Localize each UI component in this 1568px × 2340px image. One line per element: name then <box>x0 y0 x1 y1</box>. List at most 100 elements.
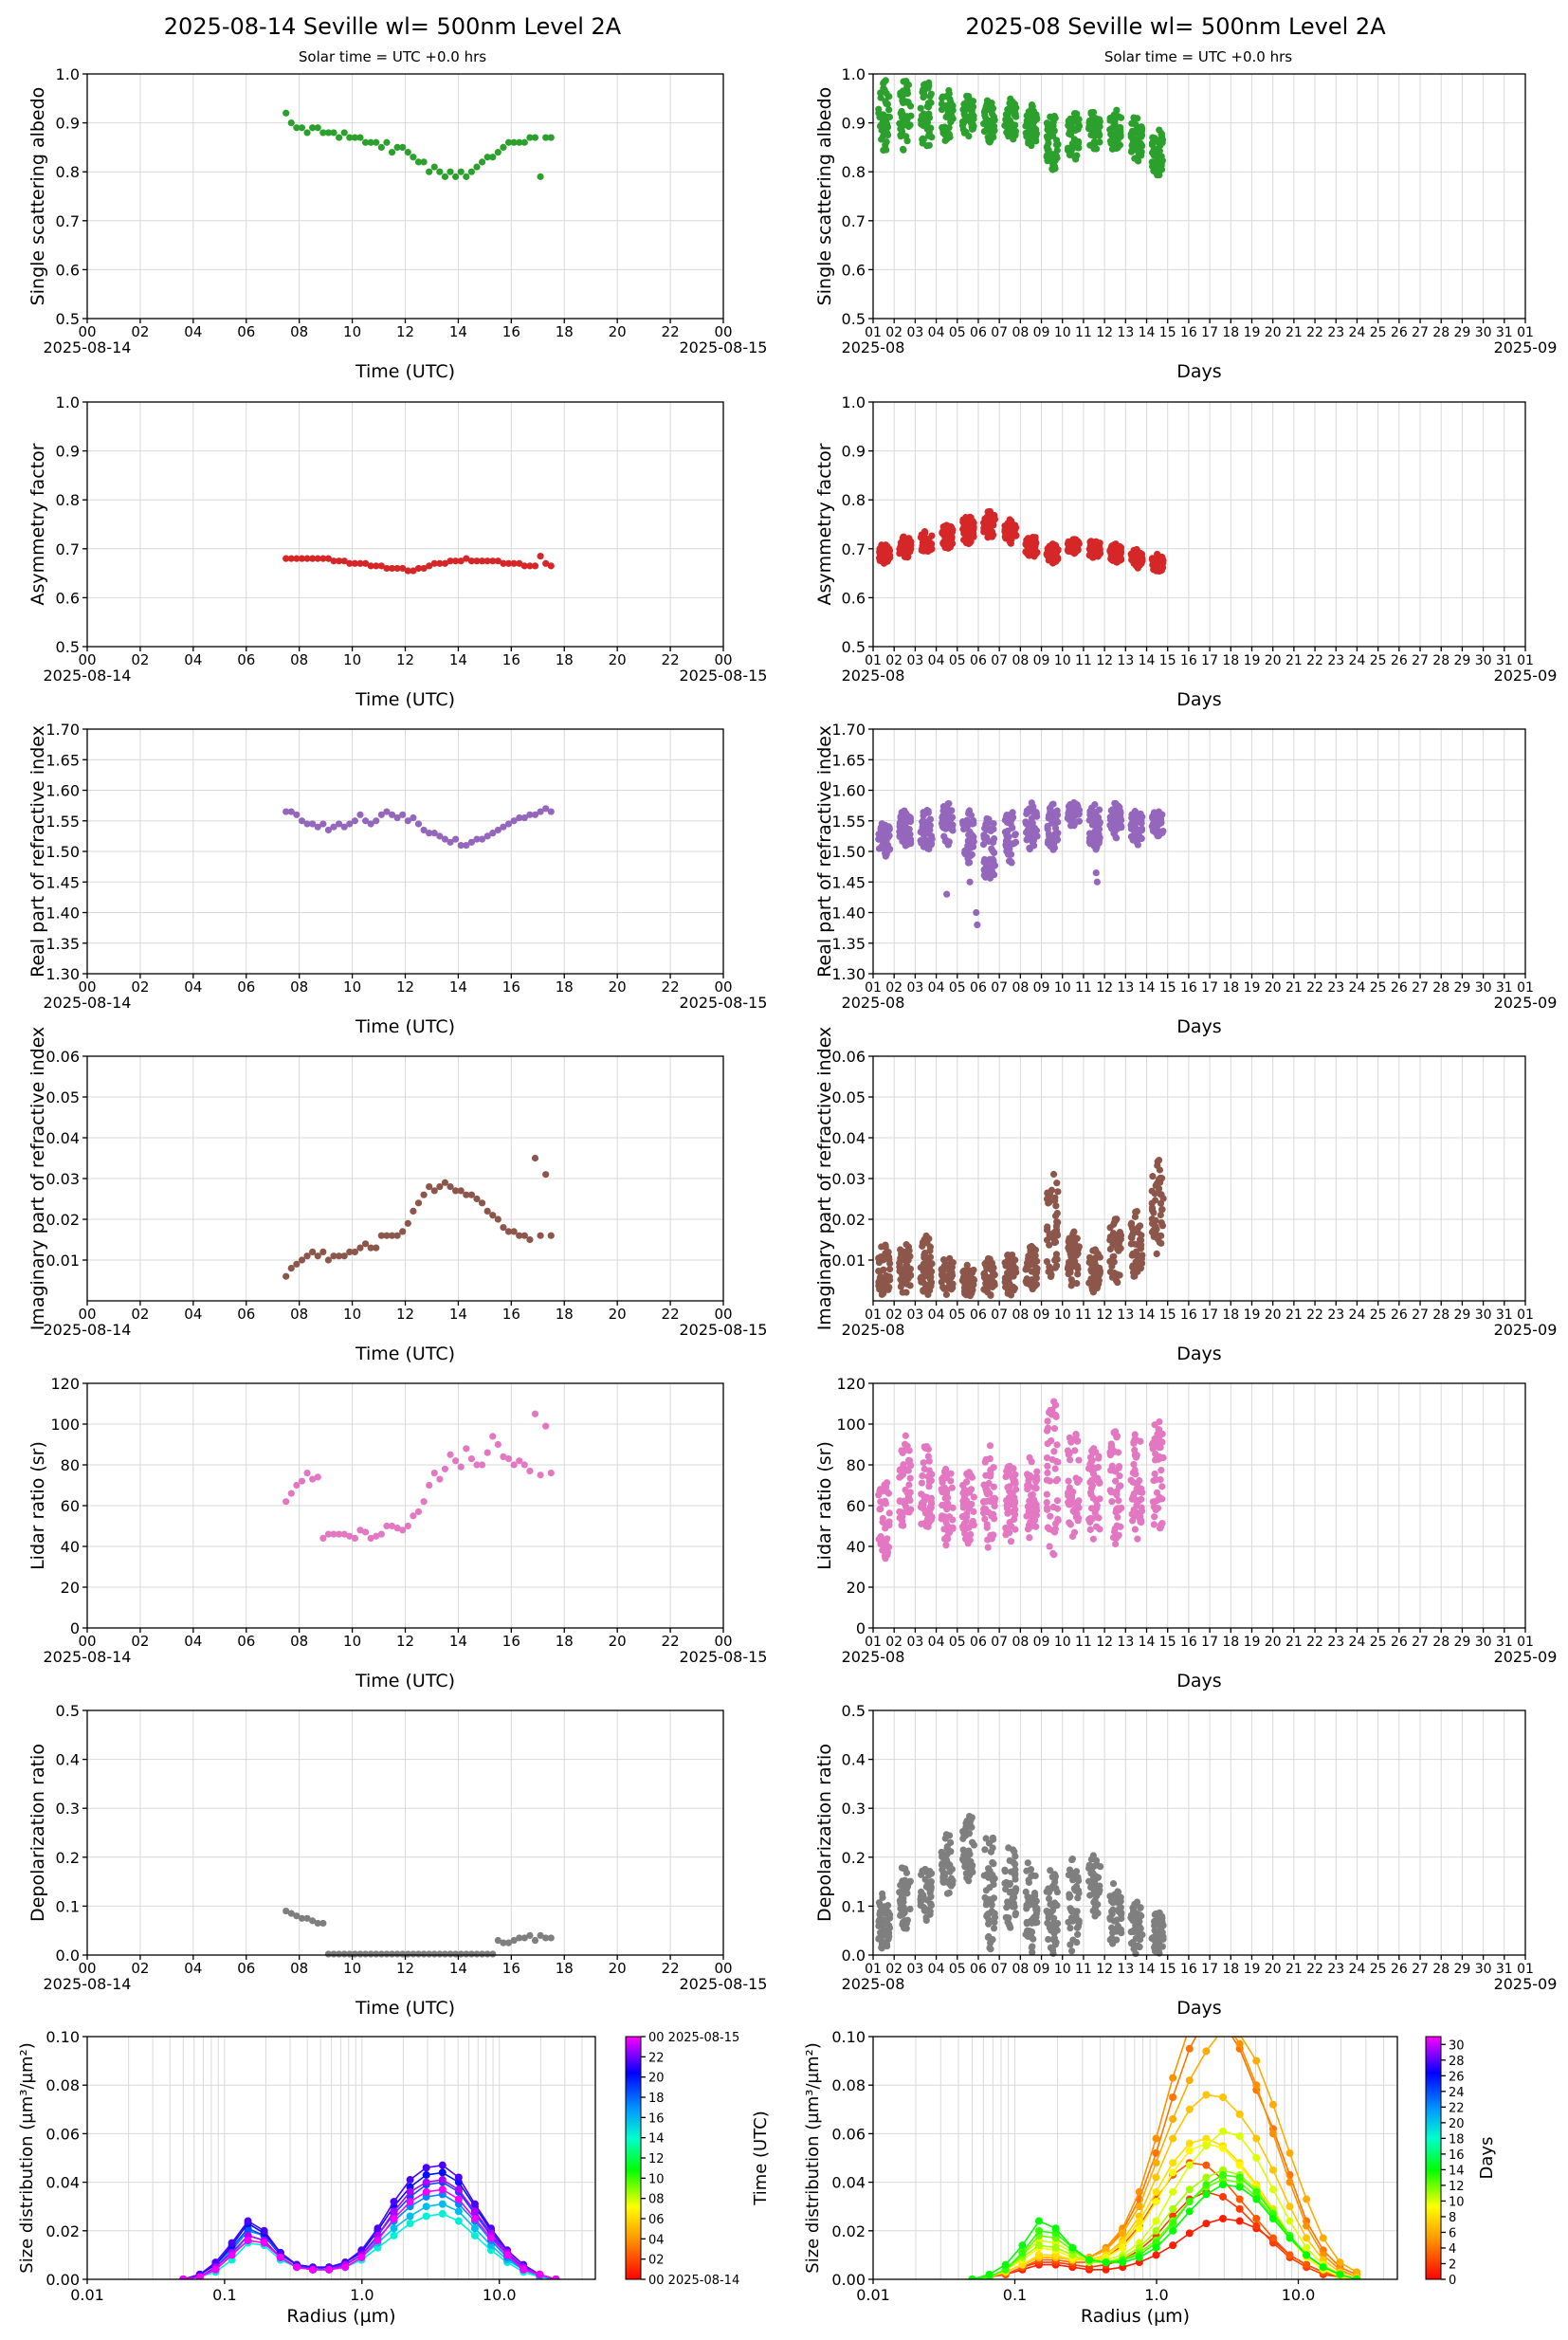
data-point <box>884 826 891 834</box>
x-tick-label: 08 <box>290 1306 308 1323</box>
data-point <box>1006 845 1013 853</box>
data-point <box>430 1187 438 1195</box>
data-point <box>361 817 370 825</box>
data-point <box>925 1467 933 1474</box>
y-tick-label: 120 <box>50 1375 80 1393</box>
x-tick-label: 22 <box>662 1960 680 1977</box>
data-point <box>430 163 438 171</box>
data-point <box>1074 807 1082 814</box>
data-point <box>1064 539 1072 547</box>
data-point <box>1009 824 1016 832</box>
data-point <box>1139 1489 1146 1496</box>
x-tick-label: 04 <box>184 323 202 340</box>
data-point <box>1008 1523 1015 1530</box>
data-point <box>938 1271 945 1279</box>
data-point <box>489 1212 497 1219</box>
data-point <box>388 1950 396 1958</box>
data-point <box>1054 1515 1062 1523</box>
y-tick-label: 0.6 <box>56 589 80 607</box>
data-point <box>1007 1924 1014 1931</box>
data-point <box>1001 1274 1010 1282</box>
data-point <box>542 1171 550 1179</box>
data-point <box>1107 130 1115 138</box>
data-point <box>1158 137 1167 144</box>
data-point <box>964 1267 972 1274</box>
x-end-date: 2025-08-15 <box>680 667 768 685</box>
data-point <box>1094 837 1102 845</box>
data-point <box>414 820 423 828</box>
data-point <box>373 1244 380 1252</box>
x-tick-label: 05 <box>949 653 966 668</box>
x-tick-label: 08 <box>290 651 308 668</box>
data-point <box>1150 1477 1158 1485</box>
data-point <box>1053 1179 1061 1187</box>
data-point <box>989 855 996 864</box>
data-point <box>346 1950 354 1958</box>
data-point <box>367 138 374 146</box>
x-tick-label: 16 <box>502 651 520 668</box>
data-point <box>537 1931 544 1939</box>
data-point <box>917 534 925 541</box>
data-point <box>906 1282 914 1289</box>
data-point <box>309 820 317 828</box>
data-point <box>917 1901 924 1910</box>
data-point <box>383 808 391 815</box>
y-axis-label: Lidar ratio (sr) <box>814 1441 835 1570</box>
data-point <box>921 1281 930 1289</box>
data-point <box>1114 1279 1121 1287</box>
x-tick-label: 14 <box>449 323 467 340</box>
x-tick-label: 19 <box>1244 980 1261 996</box>
x-tick-label: 01 <box>865 1307 882 1323</box>
data-point <box>884 1248 892 1256</box>
data-point <box>1133 1248 1140 1255</box>
data-point <box>1158 1467 1165 1474</box>
data-point <box>1024 1482 1031 1490</box>
data-point <box>1151 135 1158 142</box>
data-point <box>1030 1935 1037 1943</box>
data-point <box>489 1433 497 1440</box>
data-point <box>1115 1497 1122 1505</box>
data-point <box>1089 1279 1097 1287</box>
x-tick-label: 04 <box>928 1635 945 1650</box>
data-point <box>899 97 906 104</box>
y-tick-label: 0 <box>856 1619 866 1637</box>
data-point <box>420 564 428 573</box>
data-point <box>970 819 977 828</box>
data-point <box>1050 1425 1059 1433</box>
data-point <box>1032 133 1040 140</box>
x-tick-label: 02 <box>885 1307 903 1323</box>
x-tick-label: 18 <box>556 1633 574 1650</box>
x-tick-label: 20 <box>1265 1635 1282 1650</box>
data-point <box>918 1490 925 1498</box>
data-point <box>942 1542 950 1549</box>
data-point <box>906 1474 914 1482</box>
panel-ssa_day: 0.5 0.6 0.7 0.8 0.9 1.0 00 02 04 06 08 10 12 14 16 18 20… <box>27 65 767 382</box>
data-point <box>1156 1166 1163 1174</box>
data-point <box>945 133 953 141</box>
data-point <box>946 534 954 541</box>
data-point <box>319 1248 327 1255</box>
y-tick-label: 60 <box>847 1497 866 1515</box>
data-point <box>1053 1441 1061 1449</box>
data-point <box>1004 105 1012 114</box>
data-point <box>903 133 910 140</box>
x-tick-label: 08 <box>1012 653 1029 668</box>
data-point <box>1049 1170 1058 1179</box>
x-tick-label: 14 <box>1139 653 1156 668</box>
data-point <box>298 1914 306 1922</box>
data-point <box>979 840 988 849</box>
data-point <box>906 1252 914 1260</box>
data-point <box>877 94 884 101</box>
x-tick-label: 00 <box>78 978 96 996</box>
x-tick-label: 28 <box>1432 1635 1449 1650</box>
data-point <box>926 1253 935 1261</box>
x-tick-label: 01 <box>1517 980 1534 996</box>
data-point-outlier <box>966 878 974 886</box>
data-point <box>1003 116 1011 123</box>
data-point <box>963 1817 971 1825</box>
x-tick-label: 27 <box>1412 1307 1429 1323</box>
data-point <box>963 537 971 544</box>
data-point <box>877 1902 884 1910</box>
data-point <box>399 1228 407 1235</box>
